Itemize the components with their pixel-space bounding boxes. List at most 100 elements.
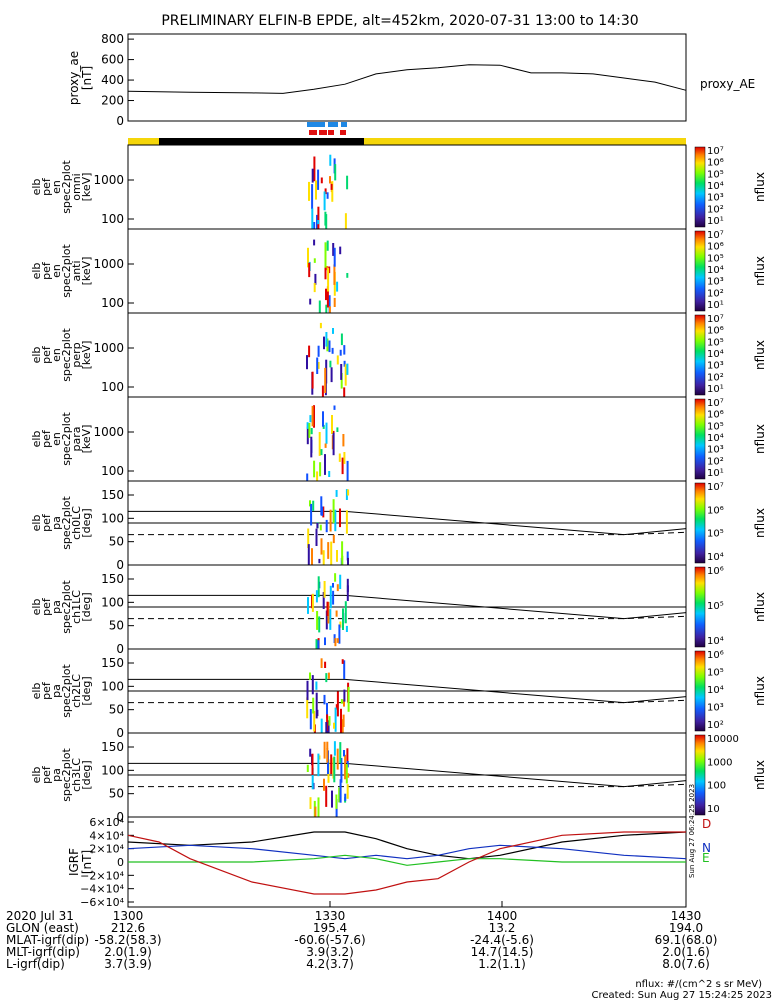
spectrogram-pixel bbox=[313, 710, 316, 732]
colorbar-tick-label: 10¹ bbox=[707, 468, 724, 479]
colorbar-tick-label: 10³ bbox=[707, 277, 724, 288]
panel-ylabel: anti bbox=[70, 260, 83, 281]
colorbar-tick-label: 10⁶ bbox=[707, 326, 724, 337]
side-stamp: Sun Aug 27 06:24:25 2023 bbox=[688, 784, 696, 878]
proxy-ae-ytick-label: 600 bbox=[101, 53, 124, 67]
spectrogram-pixel bbox=[341, 457, 344, 475]
spectrogram-pixel bbox=[342, 434, 345, 447]
spectrogram-pixel bbox=[324, 443, 327, 448]
spectrogram-pixel bbox=[316, 471, 319, 481]
colorbar-tick-label: 10⁷ bbox=[707, 398, 724, 409]
spectrogram-pixel bbox=[329, 509, 332, 532]
colorbar-tick-label: 10⁵ bbox=[707, 421, 724, 432]
spectrogram-pixel bbox=[322, 424, 325, 429]
chart-title: PRELIMINARY ELFIN-B EPDE, alt=452km, 202… bbox=[161, 13, 638, 29]
spectrogram-pixel bbox=[339, 779, 342, 803]
spectrogram-pixel bbox=[332, 590, 335, 605]
igrf-ytick-label: 2×10⁴ bbox=[89, 843, 124, 856]
spectrogram-pixel bbox=[328, 295, 331, 313]
xaxis-row-value: -58.2(58.3) bbox=[94, 933, 161, 947]
spectrogram-pixel bbox=[317, 640, 320, 649]
spectrogram-pixel bbox=[329, 585, 332, 609]
xaxis-row-value: 2.0(1.6) bbox=[662, 945, 710, 959]
spectrogram-pixel bbox=[334, 509, 337, 532]
panel-frame bbox=[127, 312, 687, 398]
panel-ytick-label: 100 bbox=[101, 212, 124, 226]
spectrogram-pixel bbox=[335, 704, 338, 710]
fgs-mark-1 bbox=[307, 122, 325, 127]
spectrogram-pixel bbox=[346, 784, 349, 799]
panel-ytick-label: 1000 bbox=[93, 173, 124, 187]
panel-ytick-label: 100 bbox=[101, 296, 124, 310]
spectrogram-pixel bbox=[307, 597, 309, 614]
spectrogram-pixel bbox=[344, 601, 347, 624]
spectrogram-pixel bbox=[330, 367, 333, 383]
spectrogram-pixel bbox=[309, 797, 312, 809]
spectrogram-pixel bbox=[333, 741, 336, 756]
igrf-ytick-label: −2×10⁴ bbox=[80, 869, 124, 882]
colorbar-tick-label: 10⁴ bbox=[707, 552, 724, 563]
proxy-ae-ylabel-unit: [nT] bbox=[80, 66, 94, 90]
spectrogram-pixel bbox=[340, 333, 343, 346]
spectrogram-pixel bbox=[318, 616, 321, 633]
colorbar-tick-label: 100 bbox=[707, 781, 726, 792]
spectrogram-pixel bbox=[306, 426, 309, 445]
spectrogram-pixel bbox=[313, 258, 316, 263]
spectrogram-pixel bbox=[313, 239, 316, 246]
xaxis-row-label: L-igrf(dip) bbox=[6, 957, 65, 971]
xaxis-row-value: 212.6 bbox=[111, 921, 145, 935]
spectrogram-pixel bbox=[347, 773, 350, 778]
panel-ylabel: en bbox=[50, 180, 63, 194]
spectrogram-pixel bbox=[338, 787, 341, 803]
xaxis-row-label: GLON (east) bbox=[6, 921, 79, 935]
spectrogram-pixel bbox=[307, 544, 310, 565]
colorbar-tick-label: 10⁴ bbox=[707, 265, 724, 276]
panel-ylabel: elb bbox=[30, 767, 43, 784]
ifgs-mark-3 bbox=[328, 130, 334, 135]
colorbar bbox=[694, 146, 706, 228]
igrf-ytick-label: 4×10⁴ bbox=[89, 829, 124, 842]
spectrogram-pixel bbox=[320, 718, 323, 733]
spectrogram-pixel bbox=[343, 689, 346, 702]
panel-ylabel: elb bbox=[30, 431, 43, 448]
panel-ytick-label: 150 bbox=[101, 572, 124, 586]
spectrogram-pixel bbox=[312, 500, 315, 511]
panel-ylabel: perp bbox=[70, 342, 83, 367]
spectrogram-pixel bbox=[327, 542, 330, 559]
spectrogram-pixel bbox=[343, 750, 345, 757]
spectrogram-pixel bbox=[311, 168, 314, 183]
spectrogram-pixel bbox=[341, 541, 344, 561]
panel-ylabel: elb bbox=[30, 179, 43, 196]
xaxis-row-value: 1.2(1.1) bbox=[478, 957, 526, 971]
proxy-ae-ylabel-name: proxy_ae bbox=[67, 51, 81, 105]
panel-ytick-label: 50 bbox=[109, 535, 124, 549]
spectrogram-pixel bbox=[336, 638, 339, 643]
spectrogram-pixel bbox=[343, 699, 345, 707]
panel-ytick-label: 0 bbox=[116, 810, 124, 824]
spectrogram-pixel bbox=[318, 432, 321, 456]
panel-ylabel: spec2plot bbox=[60, 160, 73, 214]
panel-frame bbox=[127, 228, 687, 314]
spectrogram-pixel bbox=[346, 551, 349, 561]
spectrogram-pixel bbox=[325, 422, 328, 444]
colorbar-tick-label: 10⁷ bbox=[707, 314, 724, 325]
spectrogram-pixel bbox=[338, 453, 341, 462]
xaxis-row-value: 8.0(7.6) bbox=[662, 957, 710, 971]
spectrogram-pixel bbox=[315, 692, 318, 719]
colorbar bbox=[694, 650, 706, 732]
spectrogram-pixel bbox=[346, 363, 349, 375]
panel-ylabel: [deg] bbox=[80, 592, 93, 621]
spectrogram-pixel bbox=[311, 548, 313, 565]
panel-ytick-label: 50 bbox=[109, 619, 124, 633]
spectrogram-pixel bbox=[323, 191, 326, 211]
panel-ytick-label: 1000 bbox=[93, 341, 124, 355]
spectrogram-pixel bbox=[317, 169, 320, 190]
spectrogram-pixel bbox=[347, 557, 349, 565]
panel-ylabel: spec2plot bbox=[60, 328, 73, 382]
colorbar-tick-label: 10⁵ bbox=[707, 337, 724, 348]
panel-ylabel: pef bbox=[40, 429, 53, 448]
